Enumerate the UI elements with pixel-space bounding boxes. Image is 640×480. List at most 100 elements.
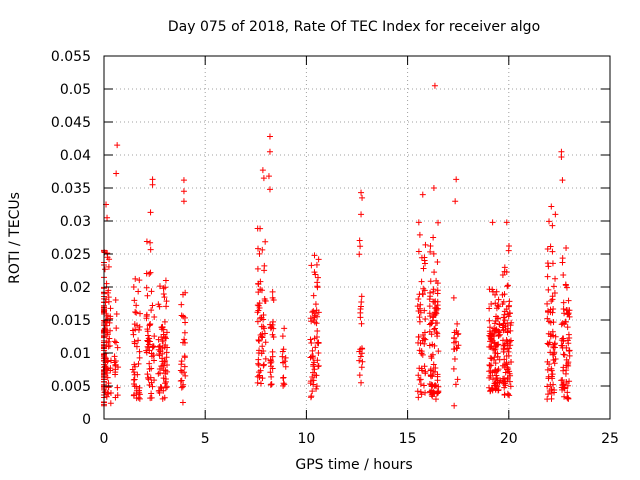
data-point — [486, 384, 493, 391]
data-point — [549, 293, 556, 300]
data-point — [559, 320, 566, 327]
data-point — [507, 383, 514, 390]
data-point — [113, 310, 120, 317]
data-point — [549, 351, 556, 358]
data-point — [544, 315, 551, 322]
data-point — [143, 311, 150, 318]
data-point — [414, 388, 421, 395]
data-point — [143, 238, 150, 245]
data-point — [132, 275, 139, 282]
data-point — [565, 297, 572, 304]
data-point — [501, 317, 508, 324]
data-point — [504, 340, 511, 347]
data-point — [561, 393, 568, 400]
data-point — [494, 353, 501, 360]
data-point — [105, 390, 112, 397]
data-point — [111, 338, 118, 345]
data-point — [491, 346, 498, 353]
data-point — [417, 309, 424, 316]
data-point — [499, 362, 506, 369]
data-point — [269, 288, 276, 295]
data-point — [104, 312, 111, 319]
data-point — [500, 320, 507, 327]
data-points — [101, 82, 573, 409]
data-point — [357, 309, 364, 316]
data-point — [151, 377, 158, 384]
data-point — [280, 346, 287, 353]
data-point — [417, 301, 424, 308]
data-point — [150, 352, 157, 359]
data-point — [143, 349, 150, 356]
data-point — [136, 384, 143, 391]
data-point — [550, 283, 557, 290]
data-point — [161, 394, 168, 401]
data-point — [259, 330, 266, 337]
data-point — [102, 299, 109, 306]
data-point — [564, 382, 571, 389]
data-point — [489, 386, 496, 393]
data-point — [155, 388, 162, 395]
data-point — [560, 271, 567, 278]
data-point — [552, 275, 559, 282]
data-point — [308, 262, 315, 269]
data-point — [561, 310, 568, 317]
data-point — [428, 353, 435, 360]
data-point — [504, 282, 511, 289]
data-point — [559, 177, 566, 184]
data-point — [450, 346, 457, 353]
data-point — [132, 309, 139, 316]
data-point — [564, 337, 571, 344]
data-point — [558, 148, 565, 155]
data-point — [150, 357, 157, 364]
data-point — [493, 288, 500, 295]
data-point — [566, 313, 573, 320]
data-point — [258, 323, 265, 330]
data-point — [309, 373, 316, 380]
data-point — [309, 309, 316, 316]
data-point — [156, 343, 163, 350]
data-point — [180, 198, 187, 205]
x-tick-labels: 0 5 10 15 20 25 — [100, 431, 619, 447]
data-point — [492, 360, 499, 367]
data-point — [545, 263, 552, 270]
data-point — [161, 344, 168, 351]
data-point — [564, 324, 571, 331]
data-point — [279, 353, 286, 360]
data-point — [112, 394, 119, 401]
data-point — [426, 310, 433, 317]
data-point — [566, 347, 573, 354]
data-point — [308, 318, 315, 325]
data-point — [144, 371, 151, 378]
data-point — [558, 153, 565, 160]
data-point — [149, 181, 156, 188]
data-point — [428, 320, 435, 327]
data-point — [178, 312, 185, 319]
data-point — [102, 326, 109, 333]
data-point — [159, 355, 166, 362]
data-point — [357, 346, 364, 353]
data-point — [312, 310, 319, 317]
data-point — [261, 267, 268, 274]
data-point — [259, 375, 266, 382]
data-point — [551, 389, 558, 396]
data-point — [180, 177, 187, 184]
x-tick-label: 20 — [500, 431, 518, 447]
data-point — [178, 361, 185, 368]
data-point — [131, 340, 138, 347]
data-point — [266, 148, 273, 155]
data-point — [358, 189, 365, 196]
data-point — [315, 340, 322, 347]
data-point — [455, 342, 462, 349]
data-point — [145, 332, 152, 339]
data-point — [488, 385, 495, 392]
data-point — [131, 321, 138, 328]
data-point — [161, 318, 168, 325]
data-point — [307, 336, 314, 343]
data-point — [419, 351, 426, 358]
data-point — [558, 342, 565, 349]
data-point — [260, 361, 267, 368]
data-point — [310, 354, 317, 361]
data-point — [146, 360, 153, 367]
data-point — [506, 392, 513, 399]
data-point — [544, 396, 551, 403]
